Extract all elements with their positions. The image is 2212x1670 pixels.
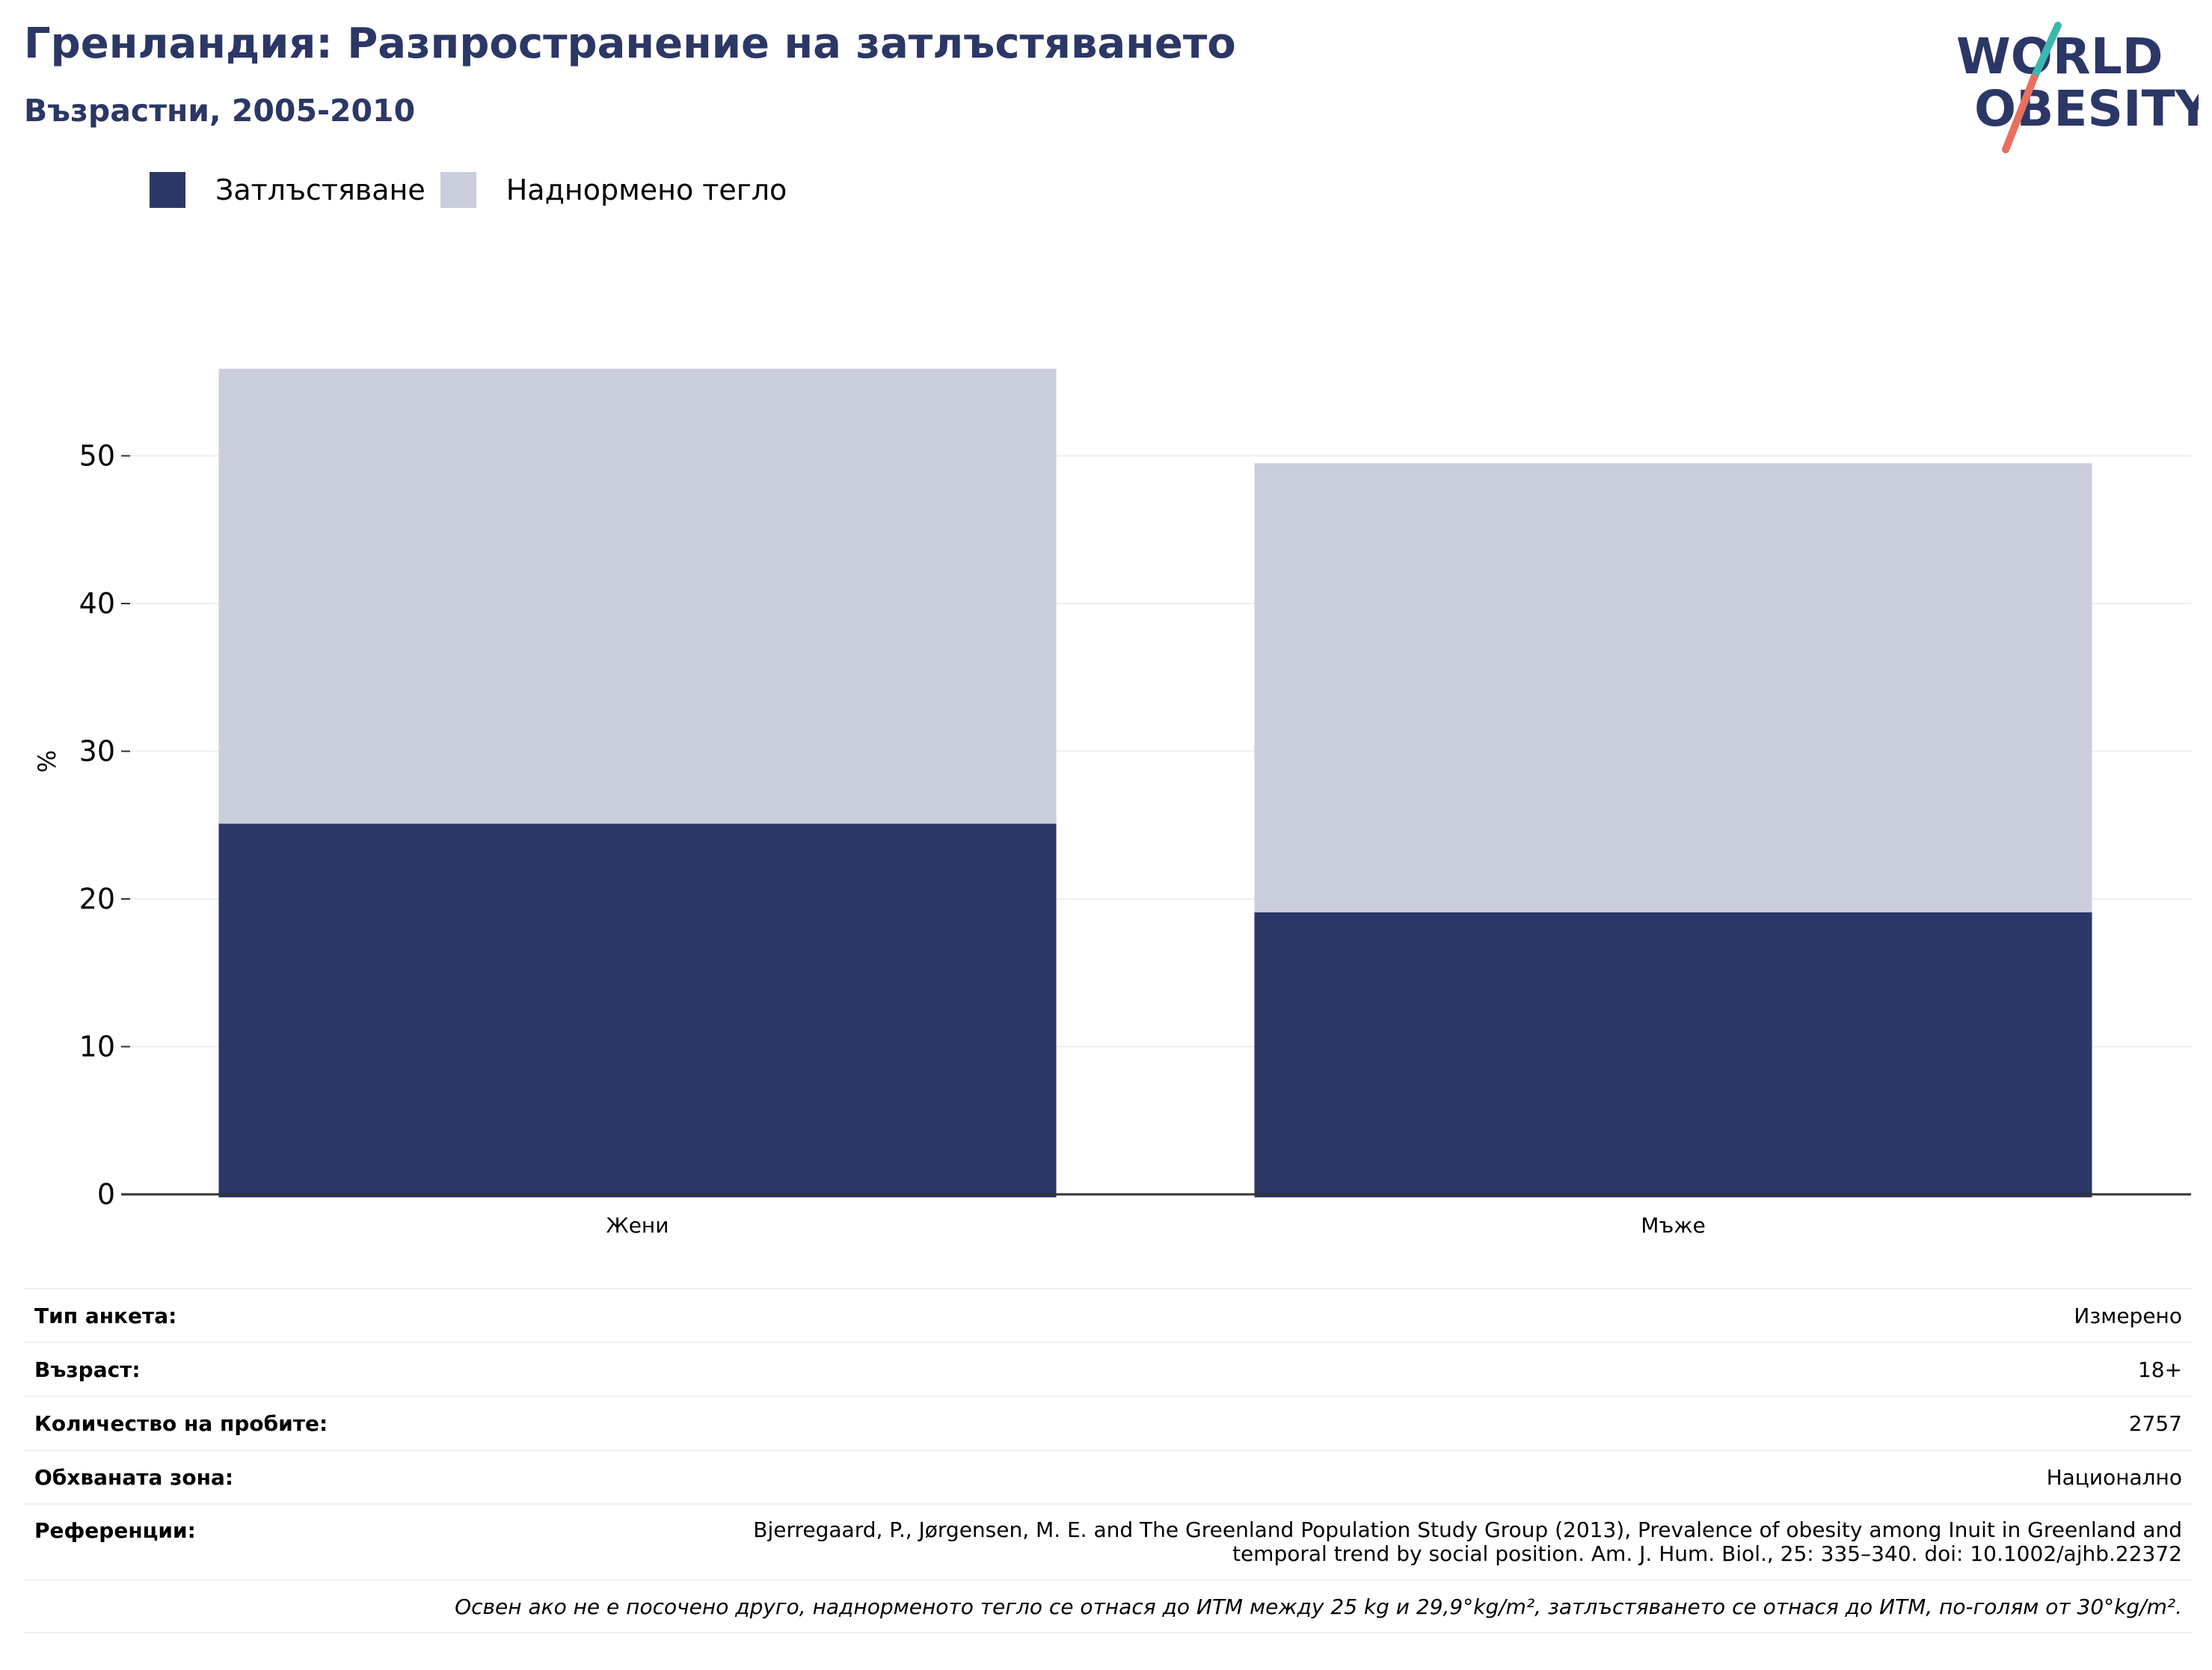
meta-label-references: Референции: (34, 1518, 196, 1543)
reference-line-2: temporal trend by social position. Am. J… (1232, 1541, 2182, 1566)
meta-value-survey-type: Измерено (2074, 1303, 2182, 1328)
meta-value-coverage-area: Национално (2046, 1464, 2182, 1490)
bar-overweight-men (1254, 463, 2092, 912)
meta-row-survey-type: Тип анкета: Измерено (24, 1288, 2193, 1342)
y-tick-label-10: 10 (79, 1031, 115, 1063)
meta-value-age: 18+ (2137, 1357, 2182, 1382)
meta-value-references: Bjerregaard, P., Jørgensen, M. E. and Th… (753, 1518, 2182, 1566)
meta-row-sample-size: Количество на пробите: 2757 (24, 1396, 2193, 1449)
reference-line-1: Bjerregaard, P., Jørgensen, M. E. and Th… (753, 1517, 2182, 1542)
y-tick-label-50: 50 (79, 440, 115, 473)
bar-obesity-women (218, 823, 1057, 1197)
meta-row-age: Възраст: 18+ (24, 1342, 2193, 1396)
y-tick-label-30: 30 (79, 735, 115, 768)
meta-label-coverage-area: Обхваната зона: (34, 1464, 234, 1490)
y-tick-label-0: 0 (97, 1178, 115, 1211)
legend-swatch-obesity (150, 172, 185, 208)
legend-label-obesity: Затлъстяване (215, 174, 425, 206)
bmi-definition-footnote: Освен ако не е посочено друго, наднормен… (24, 1580, 2193, 1633)
y-tick-label-40: 40 (79, 587, 115, 620)
meta-label-sample-size: Количество на пробите: (34, 1410, 328, 1436)
world-obesity-logo: WORLD OBESITY (1956, 22, 2199, 153)
logo-slash-top (2030, 22, 2062, 82)
logo-slash-bottom (2002, 74, 2038, 153)
bar-overweight-women (218, 368, 1057, 824)
bar-obesity-men (1254, 912, 2092, 1197)
y-tick-label-20: 20 (79, 882, 115, 915)
x-tick-label-women: Жени (606, 1213, 669, 1238)
logo-text-world: WORLD (1956, 28, 2163, 85)
chart-legend: Затлъстяване Наднормено тегло (150, 172, 802, 208)
legend-item-obesity[interactable]: Затлъстяване (150, 172, 425, 208)
legend-swatch-overweight (440, 172, 476, 208)
meta-label-survey-type: Тип анкета: (34, 1303, 177, 1328)
meta-row-coverage-area: Обхваната зона: Национално (24, 1449, 2193, 1503)
legend-item-overweight[interactable]: Наднормено тегло (440, 172, 787, 208)
meta-label-age: Възраст: (34, 1357, 141, 1382)
bar-chart: 0 10 20 30 40 50% Жени Мъже (33, 368, 2191, 1238)
meta-row-references: Референции: Bjerregaard, P., Jørgensen, … (24, 1503, 2193, 1580)
chart-title: Гренландия: Разпространение на затлъстяв… (24, 19, 1236, 68)
legend-label-overweight: Наднормено тегло (506, 174, 787, 206)
chart-subtitle: Възрастни, 2005-2010 (24, 93, 416, 129)
meta-value-sample-size: 2757 (2128, 1410, 2182, 1436)
y-axis-label: % (33, 750, 61, 773)
x-tick-label-men: Мъже (1641, 1213, 1705, 1238)
survey-metadata-table: Тип анкета: Измерено Възраст: 18+ Количе… (24, 1288, 2193, 1633)
